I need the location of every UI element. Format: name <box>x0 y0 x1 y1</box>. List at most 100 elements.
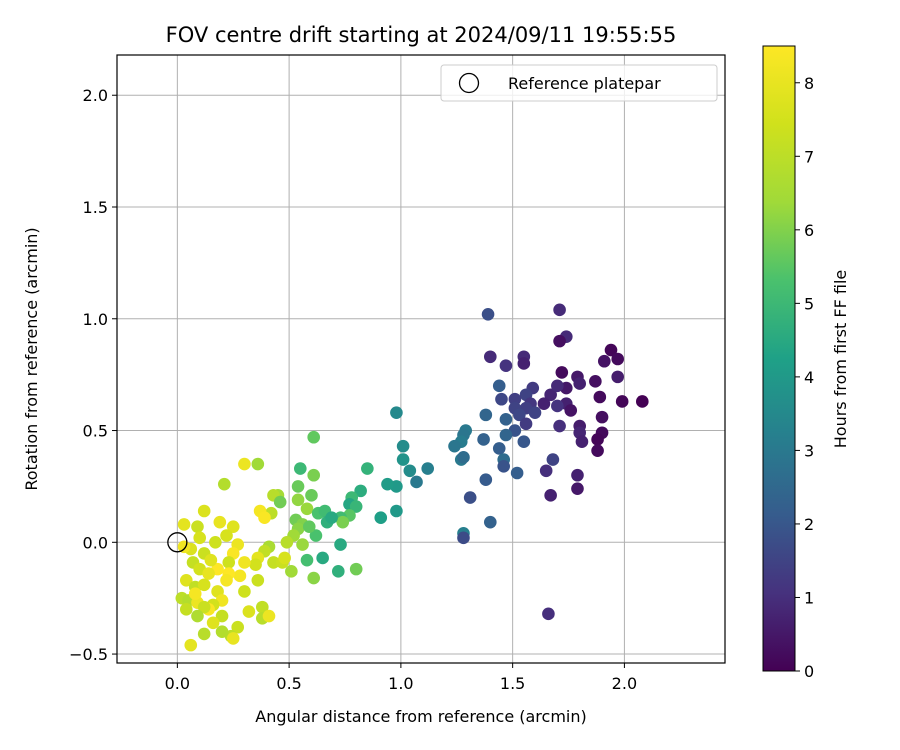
data-point <box>544 388 557 402</box>
colorbar-tick-label: 3 <box>804 441 814 460</box>
data-point <box>179 573 193 587</box>
data-point <box>296 538 309 551</box>
data-point <box>539 464 553 478</box>
data-point <box>528 406 542 419</box>
data-point <box>591 444 604 457</box>
legend-marker-open-circle <box>458 72 480 94</box>
data-point <box>307 571 321 585</box>
data-point <box>213 515 227 529</box>
colorbar-tick-label: 5 <box>804 294 814 313</box>
data-point <box>390 504 403 518</box>
data-point <box>191 520 204 533</box>
y-tick-label: 1.0 <box>83 310 108 329</box>
data-point <box>544 489 557 502</box>
data-point <box>510 466 524 480</box>
colorbar-gradient <box>762 45 796 672</box>
data-point <box>220 573 233 587</box>
data-point <box>204 553 218 567</box>
x-tick-label: 1.0 <box>388 674 413 693</box>
data-point <box>448 439 461 453</box>
data-point <box>517 435 531 449</box>
data-point <box>293 462 307 475</box>
y-tick-label: 2.0 <box>83 86 108 105</box>
data-point <box>197 627 211 641</box>
colorbar-tick-label: 6 <box>804 221 814 240</box>
data-point <box>197 578 211 592</box>
data-point <box>492 442 506 455</box>
data-point <box>477 433 490 446</box>
x-tick-label: 1.5 <box>500 674 525 693</box>
colorbar-tick-label: 1 <box>804 588 814 607</box>
data-point <box>238 556 251 569</box>
legend: Reference platepar <box>440 64 718 102</box>
data-point <box>233 569 247 583</box>
data-point <box>309 529 323 542</box>
data-point <box>555 366 569 379</box>
data-point <box>575 435 589 449</box>
y-tick-label: −0.5 <box>69 645 108 664</box>
data-point <box>184 638 198 652</box>
data-point <box>537 397 551 411</box>
data-point <box>551 399 564 413</box>
data-point <box>390 406 403 419</box>
data-point <box>463 491 477 504</box>
data-point <box>217 477 231 491</box>
data-point <box>202 567 215 580</box>
data-point <box>209 535 222 549</box>
y-axis-label: Rotation from reference (arcmin) <box>22 227 41 490</box>
data-point <box>519 417 533 431</box>
reference-point-marker <box>167 532 188 553</box>
data-point <box>495 392 508 406</box>
data-point <box>457 531 470 545</box>
data-point <box>206 616 220 630</box>
data-point <box>222 556 236 569</box>
data-point <box>546 453 560 466</box>
data-point <box>249 558 262 571</box>
data-point <box>479 473 493 487</box>
data-point <box>231 620 245 634</box>
data-point <box>215 609 229 623</box>
colorbar-tick-label: 0 <box>804 662 814 681</box>
data-point <box>307 430 321 444</box>
data-point <box>191 609 204 623</box>
data-point <box>499 359 513 373</box>
data-point <box>396 439 410 453</box>
data-point <box>591 433 604 446</box>
data-point <box>267 556 280 569</box>
data-point <box>305 489 318 502</box>
data-point <box>349 562 363 576</box>
data-point <box>307 468 321 482</box>
data-point <box>492 379 506 393</box>
data-point <box>513 408 526 422</box>
data-point <box>197 504 211 518</box>
data-point <box>215 625 229 639</box>
data-point <box>483 350 497 364</box>
data-point <box>499 413 513 426</box>
data-point <box>255 600 269 614</box>
data-point <box>421 462 435 475</box>
x-tick-label: 0.0 <box>165 674 190 693</box>
data-point <box>291 480 305 493</box>
data-point <box>273 495 287 509</box>
data-point <box>361 462 374 475</box>
data-point <box>481 307 495 321</box>
data-point <box>325 511 338 525</box>
x-tick-label: 2.0 <box>612 674 637 693</box>
data-point <box>300 553 314 567</box>
data-point <box>542 607 555 621</box>
data-point <box>457 451 470 464</box>
colorbar: 0 1 2 3 4 5 6 7 8 Hours from first FF file <box>762 45 850 681</box>
data-point <box>238 457 251 471</box>
x-tick-label: 0.5 <box>276 674 301 693</box>
y-tick-label: 0.5 <box>83 422 108 441</box>
data-point <box>258 511 271 525</box>
data-point <box>238 585 251 598</box>
colorbar-ticks: 0 1 2 3 4 5 6 7 8 <box>795 74 814 681</box>
data-point <box>334 538 347 551</box>
data-point <box>285 565 298 578</box>
data-point <box>595 410 609 424</box>
x-axis-label: Angular distance from reference (arcmin) <box>255 707 586 726</box>
data-point <box>615 395 629 408</box>
